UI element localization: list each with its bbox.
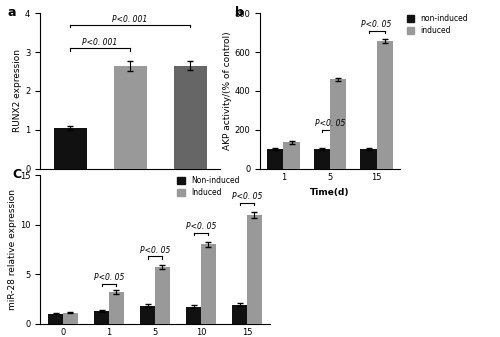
Text: P<0. 05: P<0. 05: [315, 119, 345, 128]
Text: P<0. 05: P<0. 05: [362, 20, 392, 29]
Text: P<0. 05: P<0. 05: [140, 246, 170, 255]
Text: P<0. 001: P<0. 001: [112, 14, 148, 24]
Text: P<0. 001: P<0. 001: [82, 38, 118, 47]
Bar: [155, 267, 170, 324]
Bar: [140, 306, 155, 324]
Y-axis label: RUNX2 expression: RUNX2 expression: [13, 50, 22, 132]
Bar: [360, 149, 376, 168]
Text: P<0. 05: P<0. 05: [232, 192, 262, 202]
Bar: [114, 66, 146, 168]
Bar: [284, 142, 300, 168]
Text: b: b: [235, 6, 244, 19]
Legend: non-induced, induced: non-induced, induced: [406, 14, 468, 35]
Bar: [247, 215, 262, 324]
Bar: [174, 66, 206, 168]
Bar: [330, 80, 346, 168]
Bar: [54, 128, 86, 168]
Bar: [48, 314, 63, 324]
Text: C: C: [12, 168, 22, 181]
Bar: [109, 292, 124, 324]
Text: P<0. 05: P<0. 05: [186, 222, 216, 231]
Bar: [186, 307, 201, 324]
Bar: [94, 311, 109, 324]
Text: a: a: [8, 6, 16, 19]
Bar: [314, 149, 330, 168]
Text: P<0. 05: P<0. 05: [94, 274, 124, 282]
Bar: [63, 313, 78, 324]
Y-axis label: AKP activity/(% of control): AKP activity/(% of control): [222, 32, 232, 150]
X-axis label: Time(d): Time(d): [310, 188, 350, 197]
Legend: Non-induced, Induced: Non-induced, Induced: [177, 176, 240, 197]
Bar: [201, 244, 216, 324]
Y-axis label: miR-28 relative expression: miR-28 relative expression: [8, 189, 17, 310]
Bar: [376, 41, 393, 168]
Bar: [267, 149, 283, 168]
Bar: [232, 305, 247, 324]
